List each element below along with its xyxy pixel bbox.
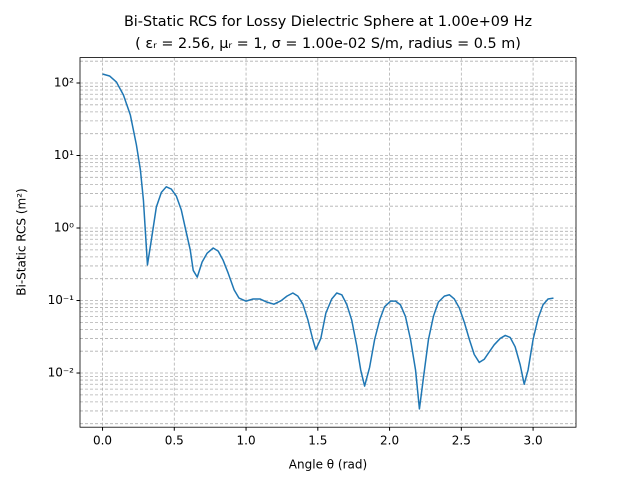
plot-frame [79, 57, 577, 428]
y-tick-label: 10⁻² [48, 366, 75, 380]
x-tick-label: 0.0 [93, 434, 112, 448]
x-tick-label: 1.5 [308, 434, 327, 448]
line-series [102, 73, 554, 410]
x-tick-label: 1.0 [237, 434, 256, 448]
x-tick-label: 2.5 [452, 434, 471, 448]
chart-subtitle: ( εᵣ = 2.56, μᵣ = 1, σ = 1.00e-02 S/m, r… [135, 36, 521, 52]
y-axis-label: Bi-Static RCS (m²) [15, 188, 29, 295]
x-tick-label: 3.0 [524, 434, 543, 448]
y-tick-label: 10⁰ [54, 221, 74, 235]
x-tick-label: 0.5 [165, 434, 184, 448]
y-tick-label: 10¹ [54, 148, 74, 162]
chart-title: Bi-Static RCS for Lossy Dielectric Spher… [124, 14, 532, 30]
y-tick-label: 10² [54, 75, 74, 89]
y-tick-label: 10⁻¹ [48, 293, 75, 307]
x-axis-label: Angle θ (rad) [289, 458, 367, 472]
x-tick-label: 2.0 [380, 434, 399, 448]
